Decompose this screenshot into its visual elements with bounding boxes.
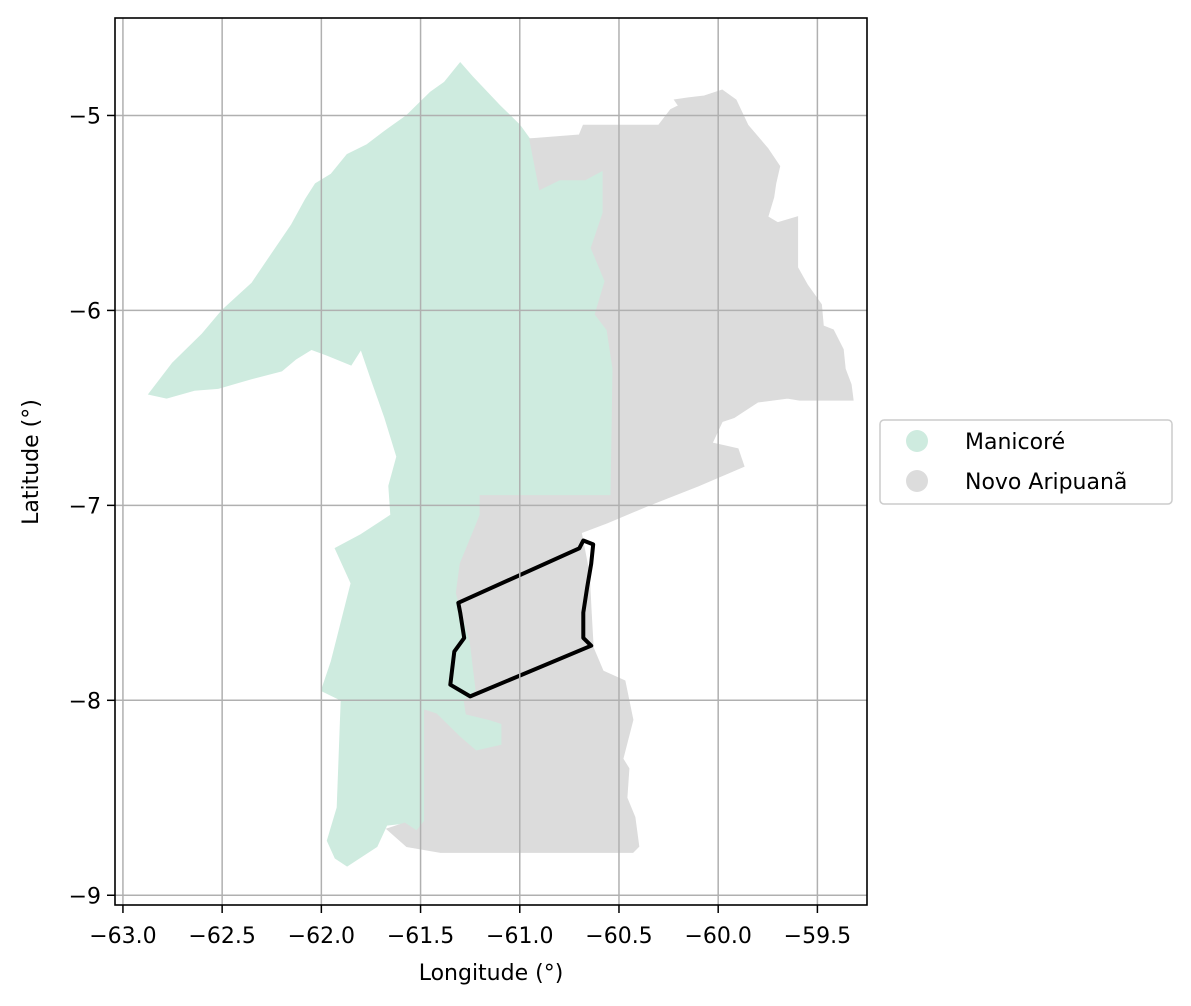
x-tick-label: −63.0 (89, 924, 156, 949)
legend-marker-novo-aripuana (906, 470, 928, 492)
x-tick-label: −62.5 (188, 924, 255, 949)
y-tick-label: −5 (69, 104, 101, 129)
x-tick-label: −62.0 (288, 924, 355, 949)
x-tick-label: −59.5 (784, 924, 851, 949)
x-axis-ticks: −63.0 −62.5 −62.0 −61.5 −61.0 −60.5 −60.0 −59.5 (89, 905, 851, 949)
x-tick-label: −60.0 (684, 924, 751, 949)
y-tick-label: −7 (69, 494, 101, 519)
x-tick-label: −60.5 (585, 924, 652, 949)
legend-marker-manicore (906, 430, 928, 452)
y-tick-label: −9 (69, 884, 101, 909)
y-axis-ticks: −5 −6 −7 −8 −9 (69, 104, 115, 909)
regions-layer (149, 63, 853, 866)
x-tick-label: −61.5 (387, 924, 454, 949)
legend-label-novo-aripuana: Novo Aripuanã (965, 470, 1127, 495)
legend-label-manicore: Manicoré (965, 430, 1065, 455)
x-tick-label: −61.0 (486, 924, 553, 949)
y-axis-label: Latitude (°) (19, 399, 44, 525)
y-tick-label: −8 (69, 689, 101, 714)
y-tick-label: −6 (69, 299, 101, 324)
x-axis-label: Longitude (°) (419, 961, 564, 986)
legend: Manicoré Novo Aripuanã (880, 420, 1172, 504)
